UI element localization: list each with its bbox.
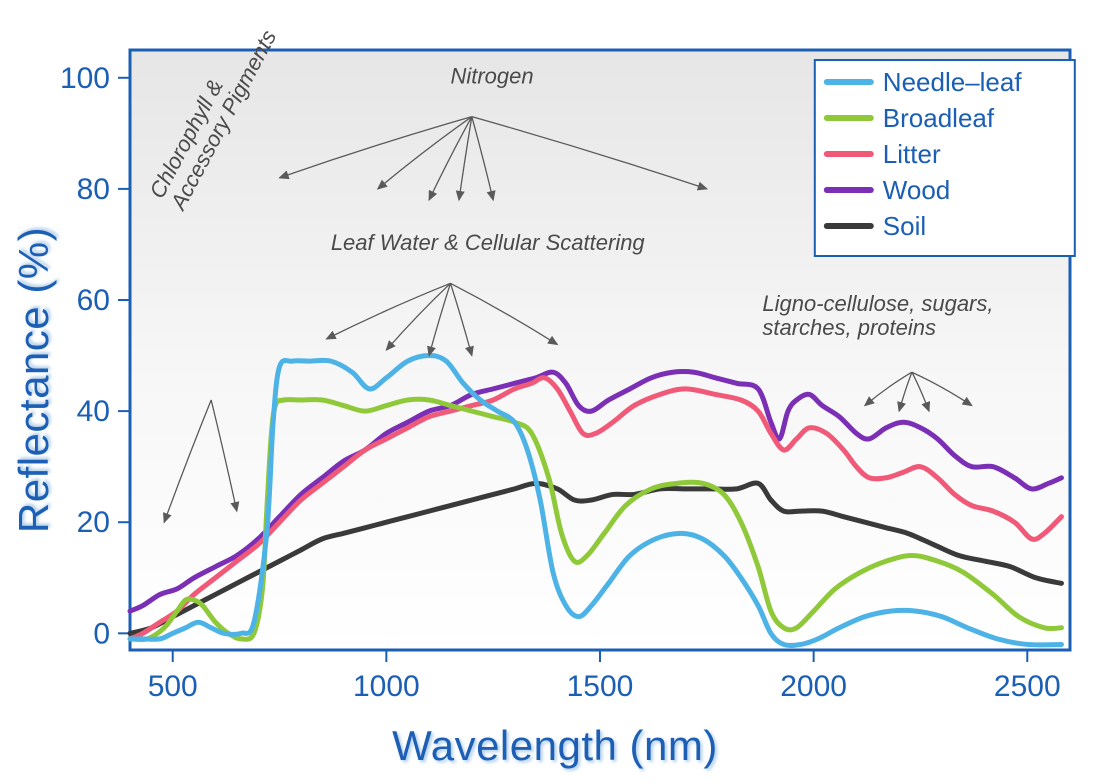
x-tick-label: 500 (148, 670, 198, 703)
x-tick-label: 1000 (353, 670, 420, 703)
y-tick-label: 60 (77, 284, 110, 317)
y-tick-label: 80 (77, 173, 110, 206)
x-axis-title: Wavelength (nm) (392, 722, 718, 769)
annotation-text: Nitrogen (450, 63, 533, 88)
annotation-leaf-water: Leaf Water & Cellular Scattering (331, 230, 646, 255)
legend-label: Needle–leaf (883, 67, 1023, 97)
legend-label: Wood (883, 175, 950, 205)
y-tick-label: 40 (77, 395, 110, 428)
legend-label: Broadleaf (883, 103, 995, 133)
y-axis-title: Reflectance (%) (10, 227, 57, 533)
annotation-text: Ligno-cellulose, sugars, (762, 291, 993, 316)
annotation-text: starches, proteins (762, 315, 936, 340)
x-tick-label: 2500 (994, 670, 1061, 703)
legend: Needle–leaf Broadleaf Litter Wood Soil (815, 60, 1075, 256)
y-tick-label: 0 (93, 617, 110, 650)
legend-label: Soil (883, 211, 926, 241)
x-tick-label: 2000 (780, 670, 847, 703)
y-tick-label: 100 (60, 62, 110, 95)
y-tick-label: 20 (77, 506, 110, 539)
annotation-text: Leaf Water & Cellular Scattering (331, 230, 646, 255)
legend-label: Litter (883, 139, 941, 169)
reflectance-chart: 500 1000 1500 2000 2500 0 20 40 60 80 100 Waveleng… (0, 0, 1111, 784)
x-tick-label: 1500 (567, 670, 634, 703)
annotation-nitrogen: Nitrogen (450, 63, 533, 88)
